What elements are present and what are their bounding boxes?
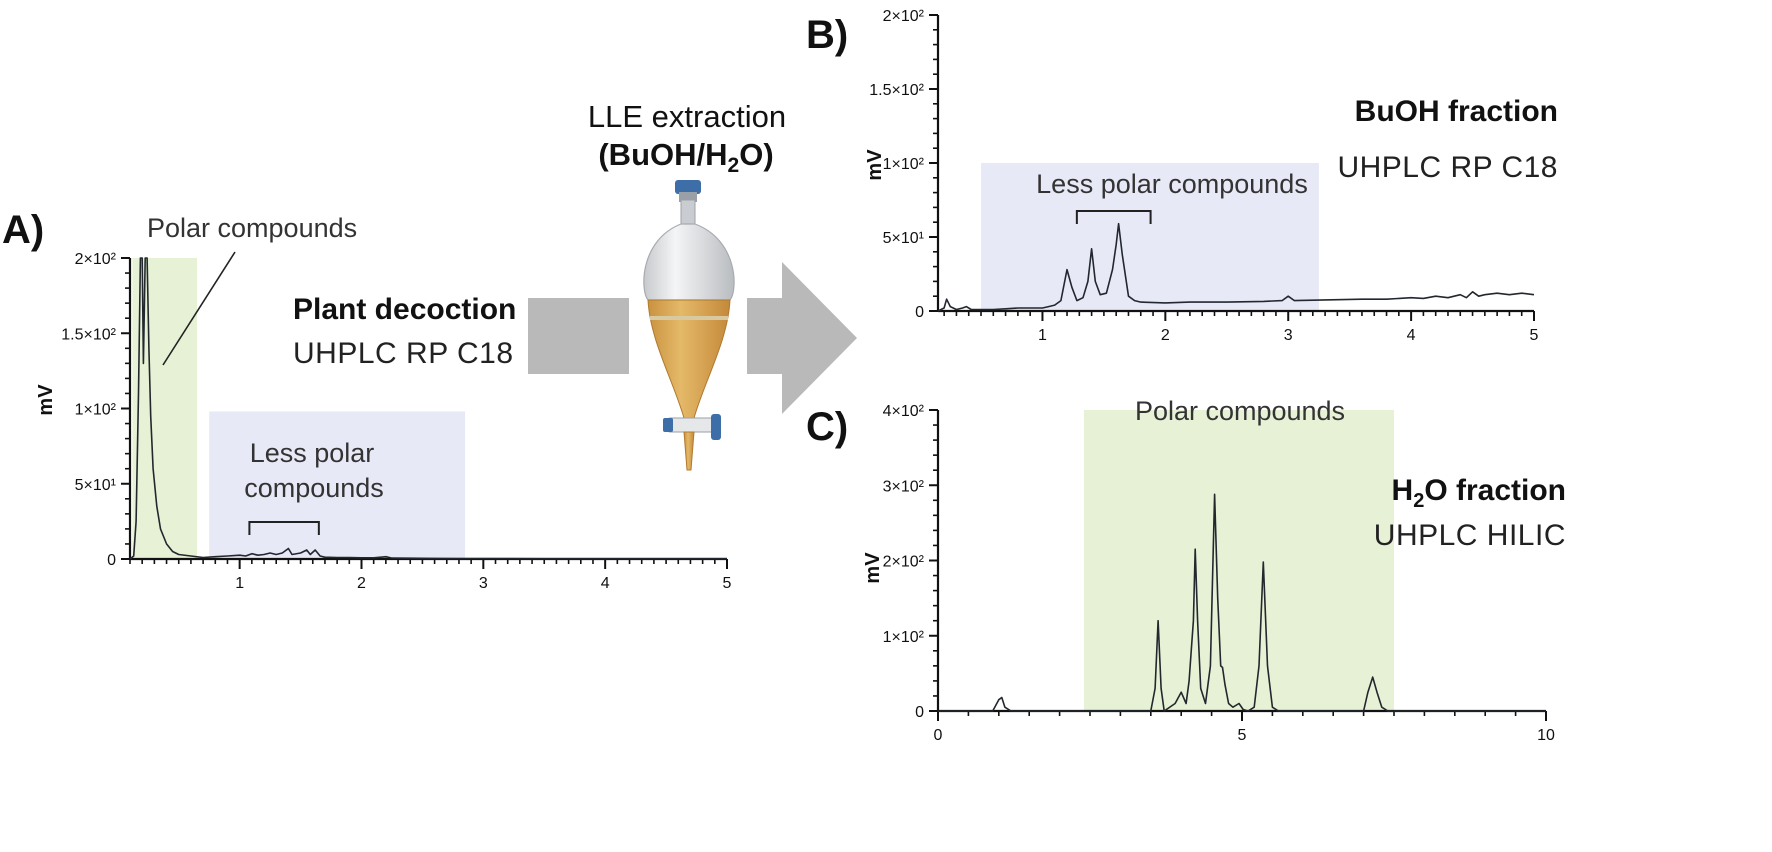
- y-tick-label: 5×10¹: [75, 477, 116, 494]
- less-polar-bracket: [248, 521, 320, 535]
- panel-a: A) mV Polar compounds Less polar compoun…: [2, 208, 732, 592]
- y-tick-label: 1×10²: [75, 402, 117, 419]
- process-arrow-tail: [528, 298, 629, 374]
- x-tick-label: 3: [1284, 327, 1293, 344]
- x-tick-label: 2: [357, 575, 366, 592]
- x-tick-label: 5: [723, 575, 732, 592]
- x-tick-label: 4: [601, 575, 610, 592]
- panel-b-y-axis-label: mV: [864, 149, 886, 181]
- x-tick-label: 5: [1530, 327, 1539, 344]
- y-tick-label: 2×10²: [883, 554, 925, 571]
- panel-b-method: UHPLC RP C18: [1337, 151, 1558, 184]
- panel-b-axes: 0 5×10¹ 1×10² 1.5×10² 2×10² 1 2 3 4 5: [869, 8, 1538, 344]
- x-tick-label: 5: [1238, 727, 1247, 744]
- panel-c: C) mV Polar compounds H2O fraction UHPLC…: [806, 396, 1566, 744]
- panel-b-chromatogram-trace: [937, 222, 1535, 312]
- panel-c-letter: C): [806, 405, 848, 449]
- panel-c-axes: 0 1×10² 2×10² 3×10² 4×10² 0 5 10: [883, 403, 1555, 744]
- y-tick-label: 2×10²: [883, 8, 925, 25]
- process-arrow-head: [747, 262, 857, 414]
- extraction-step: LLE extraction (BuOH/H2O): [528, 99, 857, 471]
- y-tick-label: 5×10¹: [883, 230, 924, 247]
- panel-c-method: UHPLC HILIC: [1374, 519, 1566, 552]
- polar-compounds-label: Polar compounds: [1135, 396, 1345, 426]
- separatory-funnel-icon: [643, 180, 735, 471]
- x-tick-label: 4: [1407, 327, 1416, 344]
- x-tick-label: 1: [235, 575, 244, 592]
- x-tick-label: 10: [1537, 727, 1555, 744]
- polar-compounds-annotation: Polar compounds: [147, 213, 357, 243]
- panel-a-chromatogram-trace: [129, 257, 727, 560]
- less-polar-label-line-2: compounds: [244, 473, 384, 503]
- less-polar-bracket: [1075, 210, 1152, 224]
- polar-compounds-region: [1083, 410, 1394, 711]
- y-tick-label: 1×10²: [883, 156, 925, 173]
- panel-a-y-axis-label: mV: [35, 384, 57, 416]
- y-tick-label: 0: [107, 552, 116, 569]
- less-polar-region: [209, 411, 466, 559]
- x-tick-label: 3: [479, 575, 488, 592]
- x-tick-label: 0: [934, 727, 943, 744]
- y-tick-label: 1.5×10²: [61, 326, 116, 343]
- polar-compounds-pointer-line: [162, 251, 236, 366]
- y-tick-label: 2×10²: [75, 251, 117, 268]
- panel-c-title: H2O fraction: [1392, 474, 1566, 512]
- panel-b: B) mV Less polar compounds BuOH fraction…: [806, 8, 1558, 344]
- panel-b-title: BuOH fraction: [1355, 95, 1558, 128]
- panel-a-method: UHPLC RP C18: [293, 337, 514, 370]
- less-polar-label-line-1: Less polar: [250, 438, 375, 468]
- y-tick-label: 1×10²: [883, 629, 925, 646]
- panel-c-y-axis-label: mV: [862, 552, 884, 584]
- less-polar-label: Less polar compounds: [1036, 169, 1308, 199]
- x-tick-label: 2: [1161, 327, 1170, 344]
- y-tick-label: 0: [915, 704, 924, 721]
- panel-c-chromatogram-trace: [938, 493, 1546, 712]
- panel-a-letter: A): [2, 208, 44, 252]
- less-polar-region: [981, 163, 1319, 311]
- extraction-solvents: (BuOH/H2O): [598, 137, 773, 177]
- y-tick-label: 3×10²: [883, 478, 925, 495]
- panel-a-title: Plant decoction: [293, 293, 516, 326]
- y-tick-label: 1.5×10²: [869, 82, 924, 99]
- panel-b-letter: B): [806, 13, 848, 57]
- x-tick-label: 1: [1038, 327, 1047, 344]
- y-tick-label: 0: [915, 304, 924, 321]
- extraction-title: LLE extraction: [588, 99, 786, 134]
- y-tick-label: 4×10²: [883, 403, 925, 420]
